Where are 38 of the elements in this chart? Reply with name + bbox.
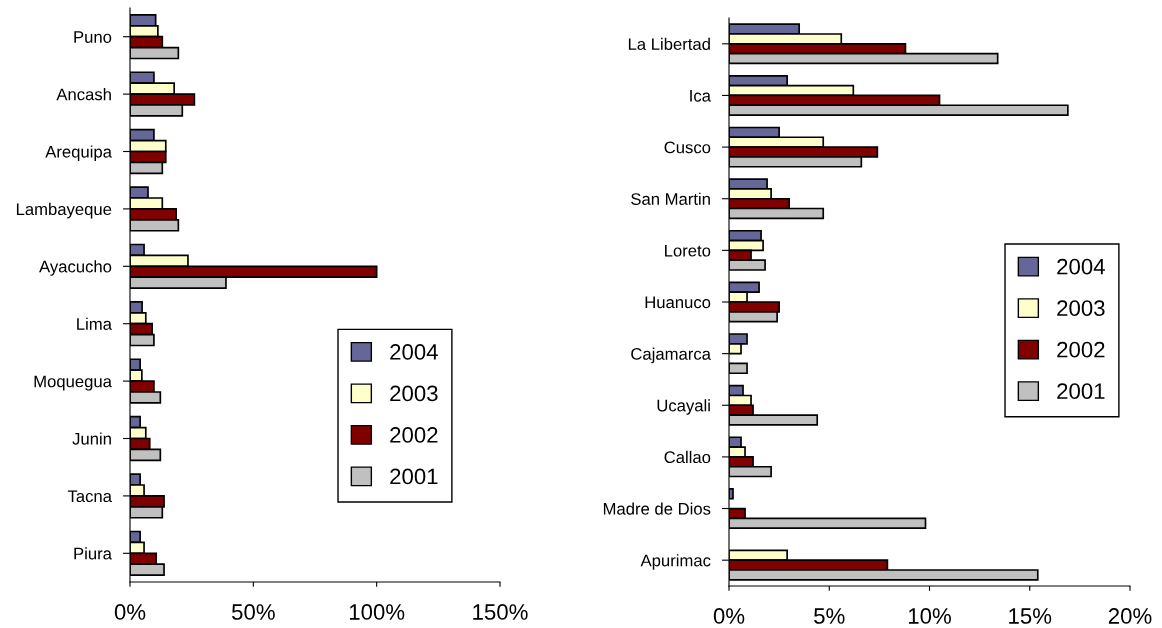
legend-label: 2002 [1057,341,1105,358]
x-tick-label: 15% [1009,608,1052,624]
y-tick-label: Junin [72,432,111,445]
y-tick-label: Arequipa [45,145,112,161]
y-tick-label: San Martin [631,192,710,205]
legend-label: 2003 [390,385,438,402]
y-tick-label: Apurimac [640,554,711,570]
x-tick-label: 20% [1108,608,1152,624]
y-tick-label: Ancash [56,88,111,101]
y-tick-label: Piura [74,547,112,560]
x-tick-label: 10% [908,608,951,624]
y-tick-label: Moquegua [34,375,112,391]
y-tick-label: Loreto [665,244,711,257]
y-tick-label: Cajamarca [631,347,711,364]
legend-label: 2004 [390,344,438,360]
y-tick-label: Ucayali [657,399,710,415]
x-tick-label: 50% [231,604,275,620]
y-tick-label: Lima [77,317,112,330]
legend-label: 2003 [1057,300,1105,317]
x-tick-label: 0% [713,608,745,624]
x-tick-label: 5% [814,608,845,624]
y-tick-label: Cusco [664,141,711,154]
y-tick-label: Huanuco [645,296,711,309]
legend-label: 2001 [1057,383,1105,400]
legend-label: 2001 [390,468,438,485]
y-tick-label: Ayacucho [39,260,112,276]
x-tick-label: 0% [114,604,146,620]
legend-label: 2004 [1057,258,1105,275]
y-tick-label: Madre de Dios [603,502,711,515]
y-tick-label: Ica [690,90,711,102]
legend-label: 2002 [390,427,438,443]
x-tick-label: 100% [349,604,405,620]
y-tick-label: La Libertad [628,37,710,51]
y-tick-label: Tacna [67,490,112,503]
y-tick-label: Puno [74,31,112,43]
y-tick-label: Callao [664,450,711,464]
y-tick-label: Lambayeque [16,202,112,219]
x-tick-label: 150% [473,604,528,620]
